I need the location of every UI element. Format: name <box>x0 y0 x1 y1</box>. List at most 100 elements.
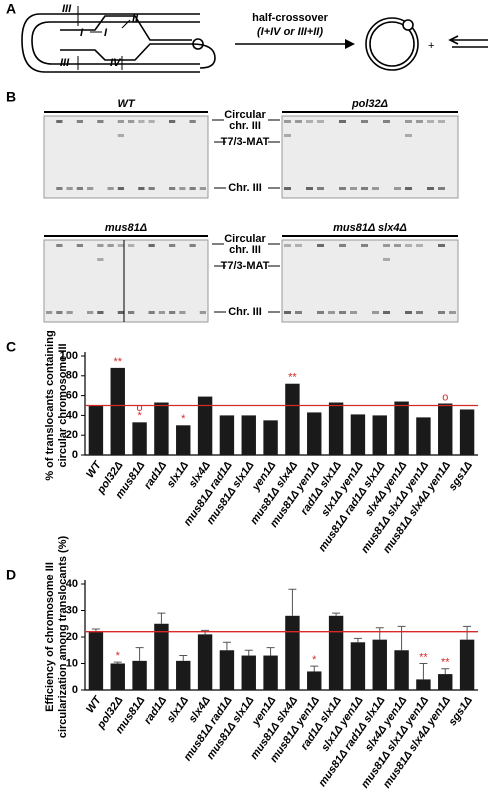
gel-band <box>284 120 291 123</box>
bar <box>197 396 213 455</box>
gel <box>281 115 459 199</box>
gel-band <box>128 120 135 123</box>
axis <box>84 580 478 691</box>
error-bar <box>419 663 428 680</box>
gel-band <box>405 244 412 247</box>
gel-band <box>438 311 445 314</box>
gel-band <box>306 187 313 190</box>
axis <box>84 352 478 456</box>
gel-band <box>295 120 302 123</box>
gel-band <box>427 120 434 123</box>
gel-band <box>383 120 390 123</box>
bar <box>132 660 147 690</box>
gel-band <box>438 187 445 190</box>
error-bar <box>441 668 450 675</box>
gel-band <box>97 244 104 247</box>
band-label: Chr. III <box>228 182 262 194</box>
gel-band <box>317 120 324 123</box>
circle-product <box>365 17 419 71</box>
gel-band <box>405 187 412 190</box>
gel-band <box>438 244 445 247</box>
significance-mark: ** <box>113 356 122 368</box>
error-bar <box>375 627 384 640</box>
y-tick-label: 40 <box>66 578 78 590</box>
diagram <box>21 13 216 73</box>
panel-label: B <box>6 89 16 105</box>
gel-band <box>284 187 291 190</box>
gel-band <box>416 311 423 314</box>
bar <box>88 631 104 690</box>
gel-band <box>148 120 155 123</box>
gel-band <box>148 187 155 190</box>
y-tick-label: 20 <box>66 631 78 643</box>
strand-label: IV <box>110 57 122 69</box>
strand-label: III <box>62 3 72 15</box>
bar <box>88 405 104 455</box>
gel-band <box>383 244 390 247</box>
bar <box>350 414 366 455</box>
gel-band <box>169 187 176 190</box>
gel-band <box>339 187 346 190</box>
gel-band <box>97 311 104 314</box>
x-tick-label: slx1Δ <box>165 695 191 725</box>
bar <box>132 422 147 455</box>
y-tick-label: 100 <box>60 350 78 362</box>
gel-band <box>138 187 145 190</box>
gel-band <box>148 311 155 314</box>
arrow-text: (I+IV or III+II) <box>257 26 323 38</box>
error-bar <box>113 661 122 664</box>
bar <box>219 415 235 455</box>
significance-mark: ** <box>288 372 297 384</box>
bar <box>197 634 213 690</box>
y-axis-label: % of translocants containing <box>44 330 56 480</box>
strand-label: II <box>132 13 139 25</box>
gel-band <box>117 311 124 314</box>
error-bar <box>201 629 210 635</box>
strand-label: I <box>104 27 108 39</box>
bar <box>110 663 125 690</box>
bar <box>394 401 409 455</box>
error-bar <box>222 641 231 651</box>
error-bar <box>157 612 166 624</box>
bar <box>416 679 431 690</box>
gel-band <box>339 244 346 247</box>
bar <box>219 650 235 690</box>
gel-band <box>317 244 324 247</box>
gel-title: mus81Δ slx4Δ <box>333 222 407 234</box>
bar <box>241 415 256 455</box>
gel <box>43 115 209 199</box>
gel-band <box>306 120 313 123</box>
bar <box>416 417 431 455</box>
bar <box>459 409 475 455</box>
gel-band <box>148 244 155 247</box>
gel-band <box>339 120 346 123</box>
gel-band <box>405 311 412 314</box>
gel <box>281 239 459 323</box>
bar <box>307 671 322 690</box>
gel-band <box>56 244 63 247</box>
y-tick-label: 0 <box>72 449 78 461</box>
gel-band <box>284 244 291 247</box>
y-tick-label: 10 <box>66 657 78 669</box>
gel-band <box>372 187 379 190</box>
bar <box>263 655 278 690</box>
gel-band <box>189 120 196 123</box>
gel-band <box>317 187 324 190</box>
gel-band <box>394 244 401 247</box>
y-tick-label: 60 <box>66 390 78 402</box>
gel-band <box>189 187 196 190</box>
x-tick-label: sgs1Δ <box>446 695 474 728</box>
gel-band <box>179 311 186 314</box>
bar <box>438 674 453 690</box>
gel-band <box>383 311 390 314</box>
y-tick-label: 0 <box>72 684 78 696</box>
bar <box>154 623 169 690</box>
strand-markers <box>77 6 131 70</box>
gel-band <box>107 244 114 247</box>
band-label: Chr. III <box>228 306 262 318</box>
band-label: Circular <box>224 233 266 245</box>
gel-band <box>66 311 73 314</box>
arrow-head <box>345 39 355 49</box>
gel-band <box>169 311 176 314</box>
bar <box>328 615 344 690</box>
